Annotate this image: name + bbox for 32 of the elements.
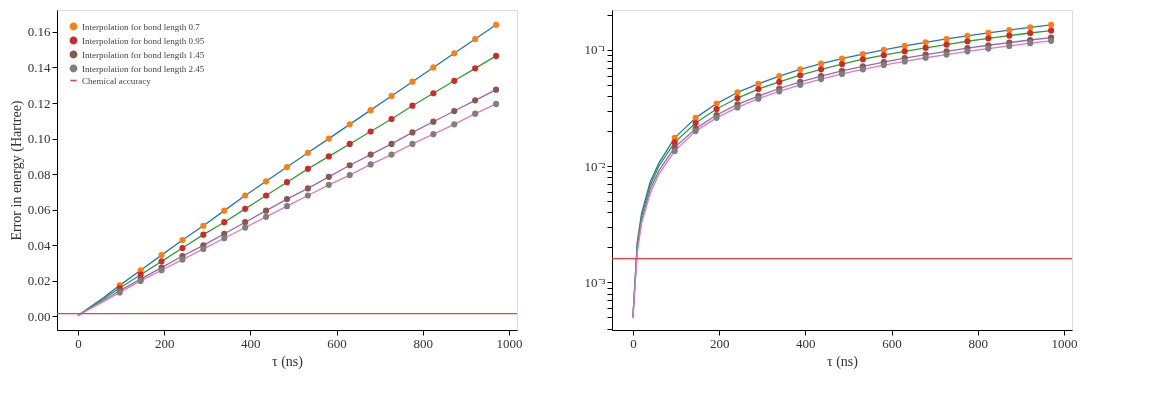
legend-label: Interpolation for bond length 0.7 [82, 21, 201, 32]
y-tick-label: 0.06 [27, 202, 51, 218]
x-axis-title: τ (ns) [272, 353, 304, 370]
x-tick-label: 0 [630, 335, 637, 351]
x-tick-label: 400 [796, 335, 816, 351]
y-tick-label: 0.10 [27, 131, 51, 147]
legend-label: Chemical accuracy [82, 75, 152, 86]
legend-label: Interpolation for bond length 1.45 [82, 49, 205, 60]
y-tick-label: 10⁻³ [584, 274, 606, 290]
x-tick-label: 0 [75, 335, 82, 351]
y-tick-label: 0.02 [27, 273, 51, 289]
x-tick-label: 200 [709, 335, 730, 351]
x-tick-label: 800 [968, 335, 989, 351]
y-tick-label: 10⁻² [584, 158, 606, 174]
x-tick-label: 600 [327, 335, 347, 351]
x-tick-label: 1000 [496, 335, 523, 351]
legend-label: Interpolation for bond length 0.95 [82, 35, 205, 46]
x-tick-label: 600 [882, 335, 902, 351]
y-tick-label: 10⁻¹ [584, 42, 606, 58]
x-tick-label: 400 [241, 335, 261, 351]
x-axis-title: τ (ns) [827, 353, 859, 370]
y-axis-title: Error in energy (Hartree) [8, 100, 25, 241]
y-tick-label: 0.16 [27, 24, 51, 40]
y-tick-label: 0.14 [27, 59, 51, 75]
x-tick-label: 200 [154, 335, 175, 351]
legend-label: Interpolation for bond length 2.45 [82, 63, 205, 74]
y-tick-label: 0.08 [27, 166, 51, 182]
y-tick-label: 0.00 [27, 308, 51, 324]
x-tick-label: 1000 [1051, 335, 1078, 351]
y-tick-label: 0.12 [27, 95, 51, 111]
y-tick-label: 0.04 [27, 237, 51, 253]
x-tick-label: 800 [413, 335, 434, 351]
